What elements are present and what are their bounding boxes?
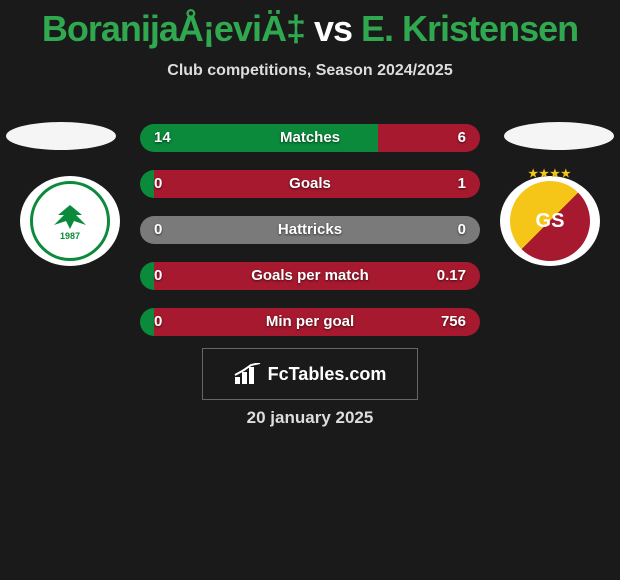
eagle-icon [50, 201, 90, 231]
stat-label: Hattricks [140, 216, 480, 244]
site-logo-box: FcTables.com [202, 348, 418, 400]
club-right-stars: ★★★★ [528, 167, 571, 180]
stat-label: Goals per match [140, 262, 480, 290]
snapshot-date: 20 january 2025 [0, 408, 620, 428]
konyaspor-crest: 1987 [30, 181, 110, 261]
stat-row: 146Matches [140, 124, 480, 152]
stats-container: 146Matches 01Goals 00Hattricks 00.17Goals p… [140, 124, 480, 354]
site-logo-text: FcTables.com [268, 364, 387, 385]
player2-avatar-placeholder [504, 122, 614, 150]
stat-label: Goals [140, 170, 480, 198]
page-title: BoranijaÅ¡eviÄ‡ vs E. Kristensen [0, 0, 620, 50]
club-badge-left: 1987 [20, 176, 120, 266]
stat-label: Matches [140, 124, 480, 152]
player1-avatar-placeholder [6, 122, 116, 150]
stat-row: 00Hattricks [140, 216, 480, 244]
vs-text: vs [305, 8, 361, 49]
subtitle: Club competitions, Season 2024/2025 [0, 62, 620, 80]
club-right-monogram: GS [536, 210, 565, 233]
player2-name: E. Kristensen [361, 8, 578, 49]
chart-icon [234, 363, 262, 385]
stat-row: 00.17Goals per match [140, 262, 480, 290]
club-left-year: 1987 [60, 231, 80, 241]
stat-row: 01Goals [140, 170, 480, 198]
club-badge-right: ★★★★ GS [500, 176, 600, 266]
player1-name: BoranijaÅ¡eviÄ‡ [42, 8, 305, 49]
galatasaray-crest: ★★★★ GS [510, 181, 590, 261]
stat-label: Min per goal [140, 308, 480, 336]
stat-row: 0756Min per goal [140, 308, 480, 336]
